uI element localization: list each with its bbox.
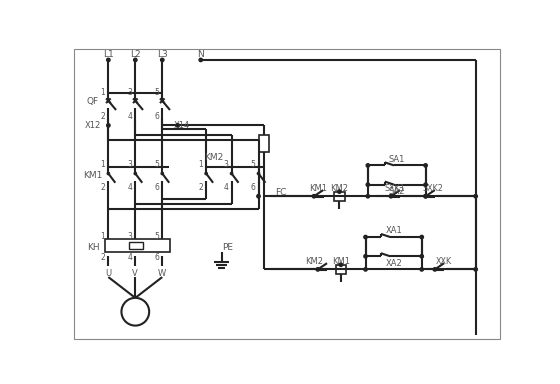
- Circle shape: [257, 195, 260, 198]
- Circle shape: [420, 268, 423, 271]
- Circle shape: [420, 255, 423, 258]
- Text: 3: 3: [128, 232, 132, 241]
- Circle shape: [364, 235, 367, 239]
- Text: 1: 1: [101, 88, 105, 97]
- Circle shape: [424, 183, 427, 186]
- Text: L1: L1: [103, 50, 114, 59]
- Circle shape: [161, 58, 164, 62]
- Circle shape: [389, 195, 393, 198]
- Text: 1: 1: [198, 160, 203, 169]
- Text: 2: 2: [101, 113, 105, 121]
- Text: X12: X12: [85, 121, 101, 130]
- Text: SA1: SA1: [389, 155, 405, 164]
- Circle shape: [366, 164, 370, 167]
- Text: 5: 5: [155, 88, 159, 97]
- Circle shape: [424, 164, 427, 167]
- Circle shape: [312, 195, 316, 198]
- Circle shape: [420, 235, 423, 239]
- Circle shape: [258, 172, 260, 175]
- Text: QF: QF: [87, 97, 99, 106]
- Text: 4: 4: [224, 183, 228, 192]
- Bar: [129, 242, 143, 249]
- Circle shape: [339, 263, 343, 266]
- Circle shape: [205, 172, 207, 175]
- Text: 6: 6: [251, 183, 255, 192]
- Circle shape: [106, 58, 110, 62]
- Circle shape: [433, 268, 437, 271]
- Text: L2: L2: [130, 50, 141, 59]
- Circle shape: [366, 183, 370, 186]
- Circle shape: [366, 195, 370, 198]
- Circle shape: [316, 268, 320, 271]
- Text: KM2: KM2: [305, 257, 323, 266]
- Circle shape: [122, 298, 149, 326]
- Text: XA2: XA2: [385, 259, 402, 268]
- Bar: [259, 135, 268, 152]
- Text: 4: 4: [128, 113, 132, 121]
- Text: 5: 5: [251, 160, 255, 169]
- Text: XA1: XA1: [385, 227, 402, 235]
- Circle shape: [134, 172, 137, 175]
- Text: N: N: [197, 50, 204, 59]
- Text: SXK1: SXK1: [384, 184, 405, 193]
- Text: V: V: [132, 269, 138, 278]
- Circle shape: [364, 255, 367, 258]
- Text: 1: 1: [101, 232, 105, 241]
- Text: KM2: KM2: [204, 153, 223, 162]
- Text: 3: 3: [224, 160, 228, 169]
- Text: L3: L3: [157, 50, 167, 59]
- Circle shape: [474, 195, 477, 198]
- Text: FC: FC: [275, 188, 287, 197]
- Text: W: W: [158, 269, 166, 278]
- Circle shape: [176, 124, 179, 127]
- Text: 4: 4: [128, 253, 132, 262]
- Circle shape: [424, 195, 427, 198]
- Circle shape: [364, 268, 367, 271]
- Text: ME: ME: [128, 307, 143, 317]
- Circle shape: [424, 195, 427, 198]
- Text: 3: 3: [128, 88, 132, 97]
- Text: 1: 1: [101, 160, 105, 169]
- Circle shape: [134, 58, 137, 62]
- Text: 2: 2: [101, 253, 105, 262]
- Text: KM2: KM2: [330, 184, 348, 193]
- Bar: [335, 265, 346, 274]
- Text: KM1: KM1: [83, 171, 102, 180]
- Text: KM1: KM1: [332, 257, 350, 266]
- Text: X14: X14: [174, 121, 190, 130]
- Text: KH: KH: [87, 243, 99, 252]
- Text: 3: 3: [128, 160, 132, 169]
- Circle shape: [106, 124, 110, 127]
- Text: 6: 6: [155, 253, 159, 262]
- Circle shape: [161, 172, 164, 175]
- Text: 5: 5: [155, 160, 159, 169]
- Circle shape: [107, 172, 110, 175]
- Text: U: U: [105, 269, 111, 278]
- Text: SXK2: SXK2: [423, 184, 444, 193]
- Text: 6: 6: [155, 113, 159, 121]
- Circle shape: [338, 190, 341, 193]
- Text: 5: 5: [155, 232, 159, 241]
- Circle shape: [474, 268, 477, 271]
- Text: 4: 4: [128, 183, 132, 192]
- Text: 2: 2: [101, 183, 105, 192]
- Circle shape: [230, 172, 233, 175]
- Text: SA2: SA2: [389, 187, 405, 196]
- Bar: [105, 238, 170, 252]
- Text: 2: 2: [198, 183, 203, 192]
- Bar: [334, 192, 345, 201]
- Circle shape: [199, 58, 203, 62]
- Text: PE: PE: [222, 243, 233, 252]
- Text: KM1: KM1: [309, 184, 327, 193]
- Text: 6: 6: [155, 183, 159, 192]
- Text: XXK: XXK: [436, 257, 452, 266]
